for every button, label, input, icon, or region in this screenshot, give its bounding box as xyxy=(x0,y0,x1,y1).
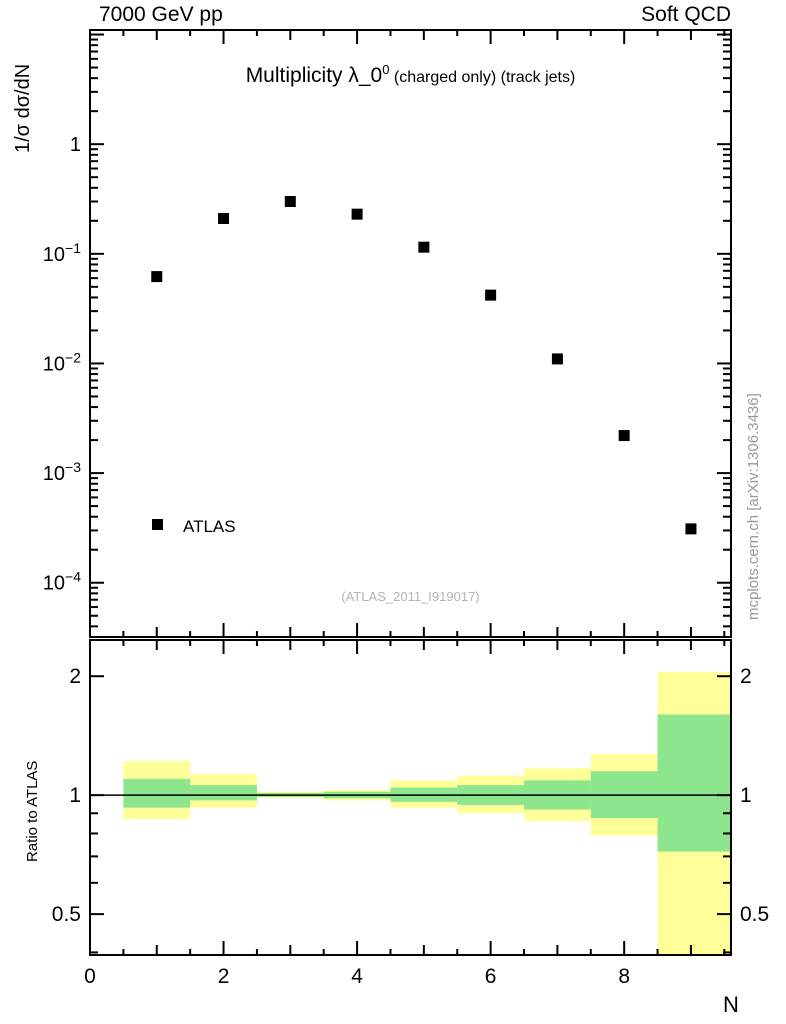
ratio-y-tick-label-left: 0.5 xyxy=(52,903,81,926)
ratio-y-tick-label-right: 1 xyxy=(740,784,752,807)
data-point xyxy=(618,430,630,442)
x-tick-label: 2 xyxy=(218,965,230,988)
ratio-y-tick-label-right: 2 xyxy=(740,665,752,688)
ratio-panel-frame xyxy=(89,639,732,956)
ratio-y-axis-ticks: 0.5 0.5 1 1 2 2 xyxy=(52,665,769,954)
plot-title-exponent: 0 xyxy=(382,62,390,77)
ratio-y-tick-label-right: 0.5 xyxy=(740,903,769,926)
ratio-y-axis-label: Ratio to ATLAS xyxy=(24,760,41,862)
top-y-tick-label: 1 xyxy=(70,134,81,156)
data-point xyxy=(418,241,430,253)
x-tick-label: 0 xyxy=(84,965,96,988)
top-y-tick-label: 10−1 xyxy=(43,240,81,266)
x-axis-label: N xyxy=(723,992,739,1017)
ratio-band-inner xyxy=(657,714,731,852)
data-point xyxy=(218,212,230,224)
analysis-id-watermark: (ATLAS_2011_I919017) xyxy=(341,589,480,604)
ratio-bands xyxy=(90,671,731,955)
x-axis-ticks: 0 2 4 6 8 xyxy=(84,30,726,988)
legend-label: ATLAS xyxy=(183,517,236,536)
data-point xyxy=(551,353,563,365)
legend-marker-icon xyxy=(152,519,163,530)
legend: ATLAS xyxy=(152,517,236,536)
process-group-label: Soft QCD xyxy=(641,3,731,26)
data-point xyxy=(485,289,497,301)
x-tick-label: 8 xyxy=(618,965,630,988)
plot-title: Multiplicity λ_00 (charged only) (track … xyxy=(90,62,731,88)
plot-title-main: Multiplicity λ_0 xyxy=(245,64,383,87)
plot-title-suffix: (charged only) (track jets) xyxy=(389,69,576,86)
ratio-y-tick-label-left: 1 xyxy=(69,784,81,807)
data-point xyxy=(284,196,296,208)
beam-energy-label: 7000 GeV pp xyxy=(99,3,223,26)
data-points xyxy=(151,196,697,535)
top-y-axis-label: 1/σ dσ/dN xyxy=(12,63,34,153)
top-panel-frame xyxy=(89,29,732,638)
x-tick-label: 4 xyxy=(351,965,363,988)
ratio-band-inner xyxy=(190,785,257,801)
data-point xyxy=(151,271,163,283)
data-point xyxy=(351,208,363,220)
ratio-y-tick-label-left: 2 xyxy=(69,665,81,688)
mcplots-arxiv-watermark: mcplots.cern.ch [arXiv:1306.3436] xyxy=(745,393,762,620)
x-tick-label: 6 xyxy=(485,965,497,988)
ratio-band-inner xyxy=(123,778,191,808)
top-y-axis-ticks: 1 10−1 10−2 10−3 10−4 xyxy=(43,33,731,628)
top-y-tick-label: 10−2 xyxy=(43,349,81,375)
top-y-tick-label: 10−4 xyxy=(43,569,81,595)
top-y-tick-label: 10−3 xyxy=(43,459,81,485)
data-point xyxy=(685,523,697,535)
